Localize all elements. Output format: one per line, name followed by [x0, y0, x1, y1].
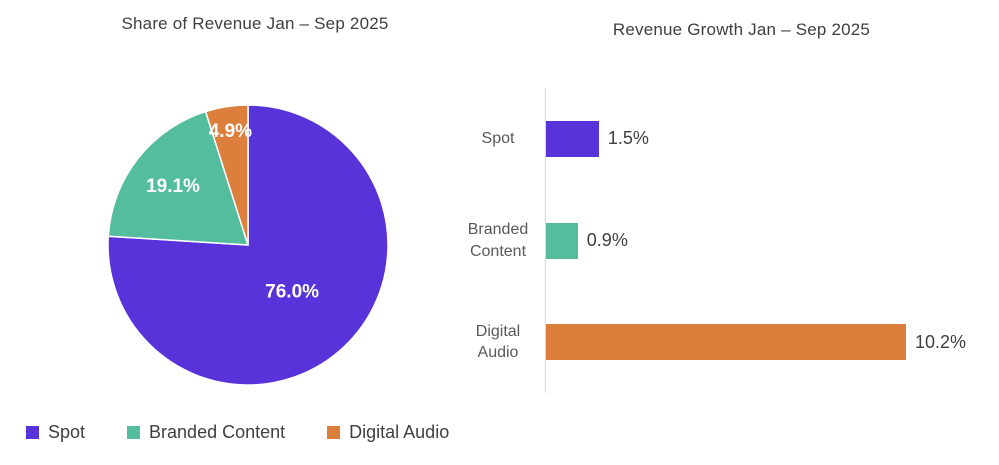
bar-track: 1.5%: [545, 120, 999, 157]
legend-label: Digital Audio: [349, 422, 450, 442]
legend-item-branded-content: Branded Content: [127, 422, 285, 443]
pie-data-label-spot: 76.0%: [265, 281, 319, 302]
bar-branded-content: [546, 222, 578, 259]
pie-slice-branded-content: [107, 110, 249, 246]
category-axis-line: [545, 88, 546, 393]
legend-swatch: [327, 426, 341, 439]
legend-label: Branded Content: [149, 422, 286, 442]
bar-category-label: Branded Content: [467, 220, 529, 260]
bar-category-label: Spot: [481, 130, 515, 148]
bar-chart-title: Revenue Growth Jan – Sep 2025: [612, 20, 871, 39]
pie-slice-spot: [107, 104, 389, 386]
bar-spot: [546, 120, 599, 157]
bar-value-label: 1.5%: [607, 128, 649, 149]
bar-chart: Spot 1.5% Branded Content 0.9% Digital Audio…: [458, 88, 999, 393]
bar-category-label: Digital Audio: [475, 322, 521, 362]
bar-row-branded-content: Branded Content 0.9%: [458, 190, 999, 292]
legend-swatch: [127, 426, 141, 439]
legend-swatch: [26, 426, 39, 439]
legend-item-digital-audio: Digital Audio: [327, 422, 449, 443]
pie-data-label-branded-content: 19.1%: [146, 176, 200, 197]
legend-item-spot: Spot: [26, 422, 85, 443]
bar-value-label: 0.9%: [586, 230, 628, 250]
legend: Spot Branded Content Digital Audio: [26, 422, 449, 443]
bar-chart-panel: Revenue Growth Jan – Sep 2025: [460, 0, 999, 420]
legend-label: Spot: [48, 422, 86, 442]
bar-value-label: 10.2%: [915, 331, 967, 352]
pie-slice-digital-audio: [204, 104, 249, 246]
pie-chart-panel: Share of Revenue Jan – Sep 2025 76.0% 19.…: [0, 0, 510, 420]
bar-row-digital-audio: Digital Audio 10.2%: [458, 291, 999, 393]
bar-digital-audio: [546, 324, 906, 361]
pie-chart: 76.0% 19.1% 4.9%: [107, 104, 389, 386]
bar-track: 10.2%: [545, 324, 999, 361]
pie-data-label-digital-audio: 4.9%: [209, 121, 252, 142]
bar-rows: Spot 1.5% Branded Content 0.9% Digital Audio…: [458, 88, 999, 393]
pie-chart-title: Share of Revenue Jan – Sep 2025: [121, 14, 389, 33]
bar-track: 0.9%: [545, 222, 999, 259]
bar-row-spot: Spot 1.5%: [458, 88, 999, 190]
